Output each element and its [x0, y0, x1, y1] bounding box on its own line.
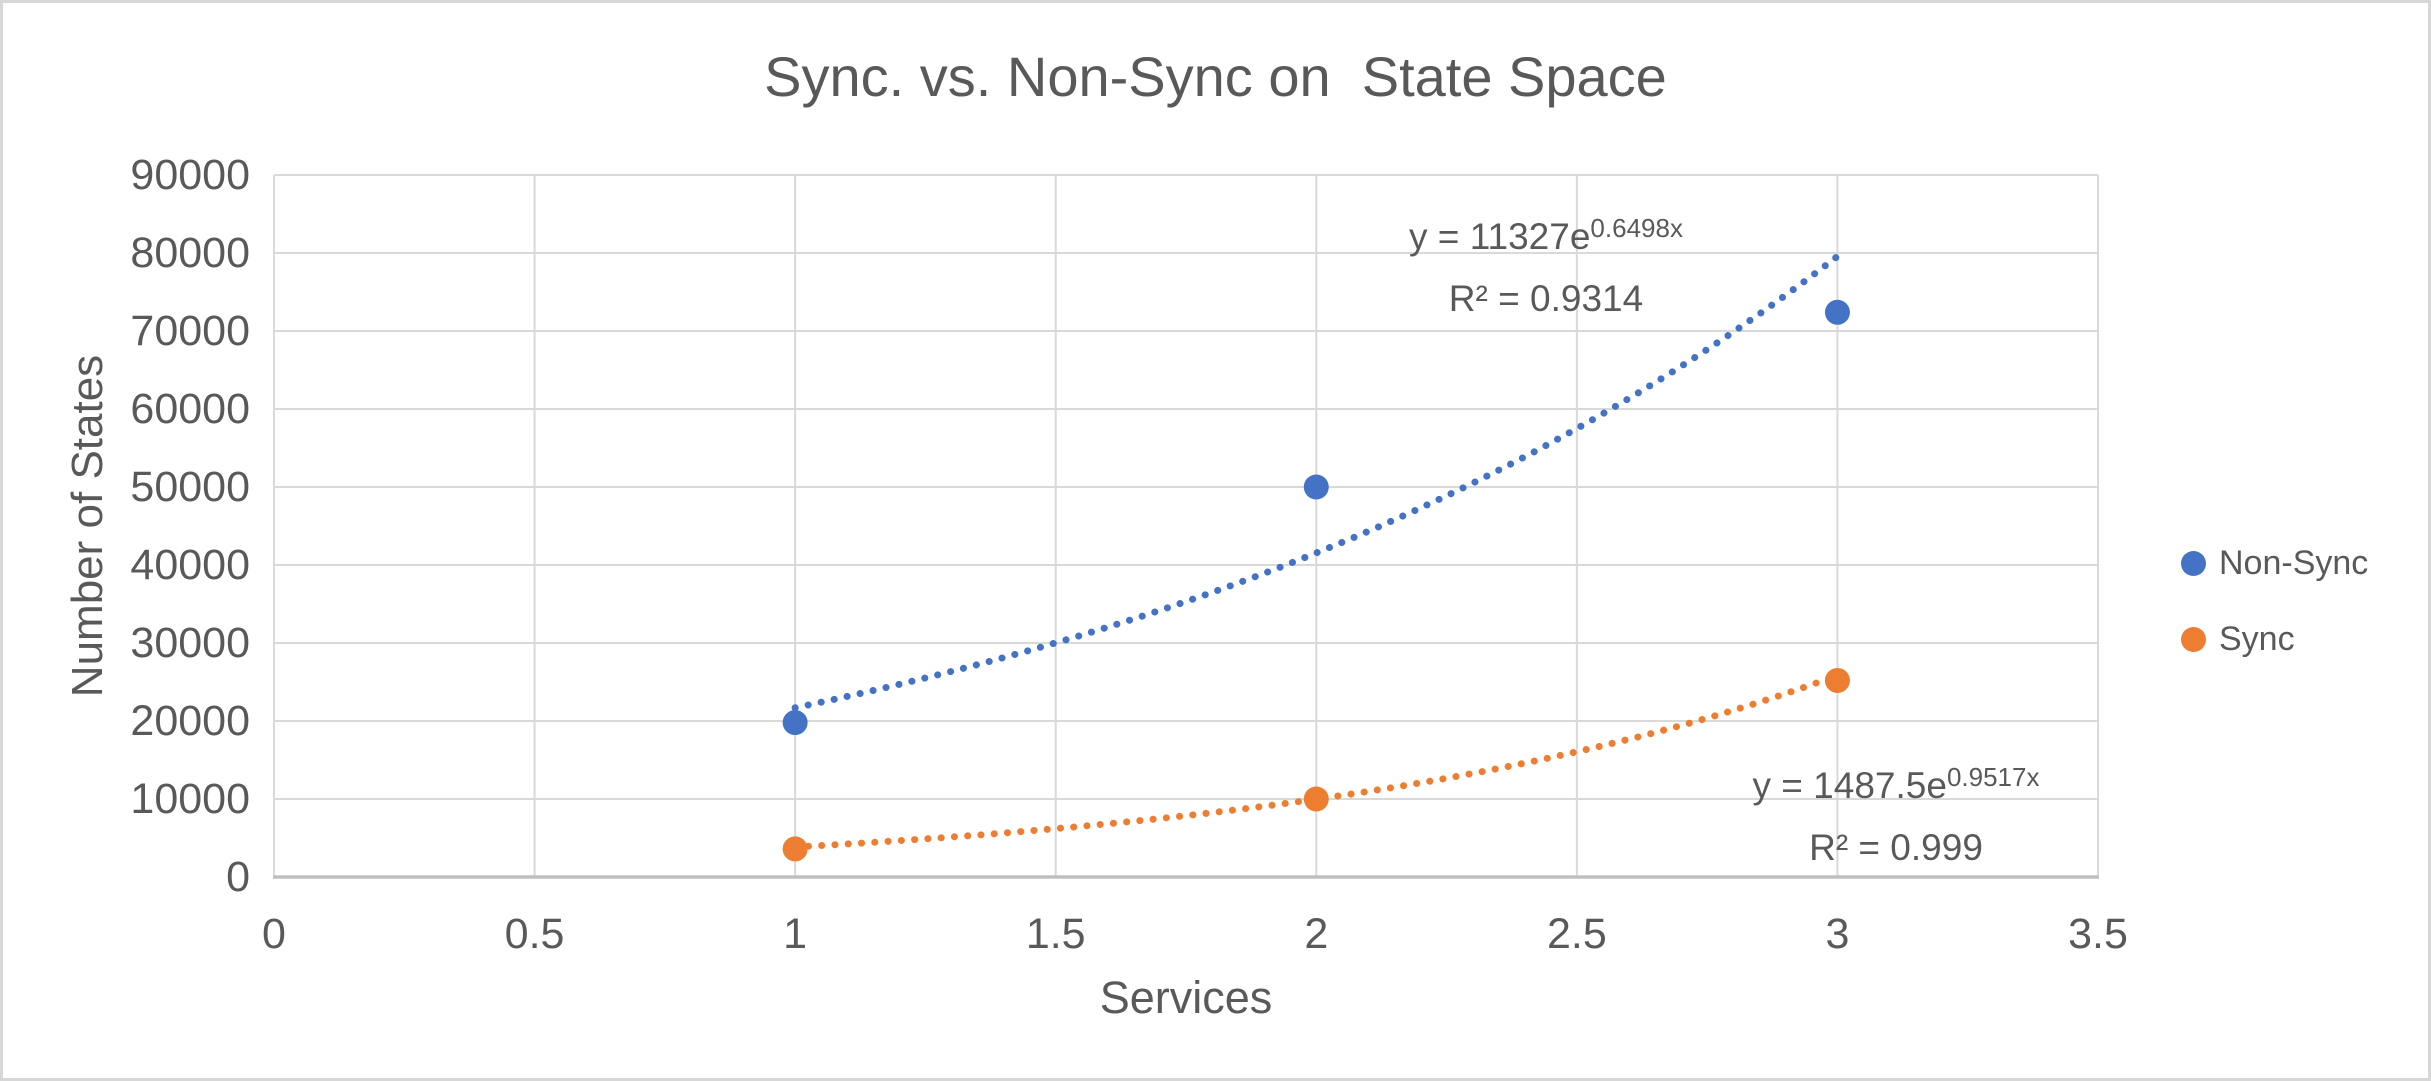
y-tick-label: 80000 [130, 229, 250, 277]
data-point-non-sync [1824, 299, 1850, 325]
y-tick-label: 20000 [130, 697, 250, 745]
y-tick-label: 10000 [130, 775, 250, 823]
plot-area [273, 174, 2099, 879]
data-point-sync [782, 836, 808, 862]
chart-title: Sync. vs. Non-Sync on State Space [764, 45, 1667, 108]
y-tick-label: 70000 [130, 307, 250, 355]
y-tick-label: 30000 [130, 619, 250, 667]
exponent: 0.6498x [1590, 213, 1683, 244]
data-point-non-sync [782, 710, 808, 736]
data-point-sync [1824, 667, 1850, 693]
trendline-non-sync [791, 252, 1841, 712]
y-tick-label: 90000 [130, 151, 250, 199]
data-point-non-sync [1303, 474, 1329, 500]
legend-label-sync: Sync [2219, 620, 2295, 658]
trendline-equation-non-sync: y = 11327e0.6498x R² = 0.9314 [1196, 206, 1896, 330]
x-tick-label: 1.5 [1025, 910, 1086, 958]
legend-marker-sync-icon [2181, 626, 2206, 652]
x-tick-label: 0.5 [504, 910, 565, 958]
x-axis-tick-labels: 0 0.5 1 1.5 2 2.5 3 3.5 [3, 909, 2428, 959]
trendline-sync [791, 671, 1841, 851]
x-tick-label: 0 [262, 910, 286, 958]
y-tick-label: 50000 [130, 463, 250, 511]
legend: Non-Sync Sync [2181, 537, 2368, 665]
y-tick-label: 60000 [130, 385, 250, 433]
x-tick-label: 2 [1304, 910, 1329, 958]
y-tick-label: 40000 [130, 541, 250, 589]
trendline-formula-sync: y = 1487.5e0.9517x [1752, 762, 2040, 806]
y-tick-label: 0 [226, 853, 250, 901]
trendline-r2-sync: R² = 0.999 [1809, 827, 1983, 868]
x-tick-label: 2.5 [1546, 910, 1607, 958]
legend-item-non-sync: Non-Sync [2181, 537, 2368, 589]
legend-label-non-sync: Non-Sync [2219, 544, 2369, 582]
data-point-sync [1303, 786, 1329, 812]
x-tick-label: 1 [783, 910, 808, 958]
x-tick-label: 3 [1825, 910, 1850, 958]
x-axis-title: Services [1099, 972, 1273, 1023]
legend-item-sync: Sync [2181, 613, 2368, 665]
trendline-equation-sync: y = 1487.5e0.9517x R² = 0.999 [1546, 755, 2246, 879]
trendline-r2-non-sync: R² = 0.9314 [1448, 278, 1644, 319]
legend-marker-non-sync-icon [2181, 550, 2206, 576]
y-axis-title: Number of States [63, 354, 112, 698]
trendline-formula-non-sync: y = 11327e0.6498x [1409, 213, 1683, 257]
y-axis-tick-labels: 0 10000 20000 30000 40000 50000 60000 70000 8000… [100, 3, 250, 1078]
exponent: 0.9517x [1946, 762, 2040, 793]
x-tick-label: 3.5 [2068, 910, 2128, 958]
